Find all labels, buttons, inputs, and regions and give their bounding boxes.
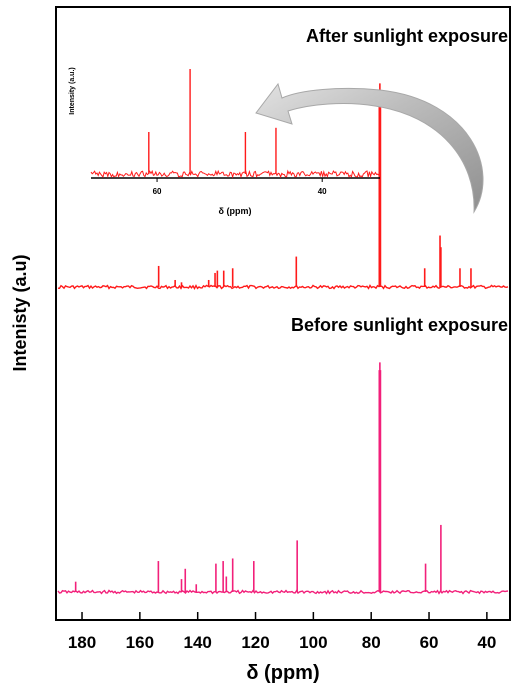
x-tick-label: 80 xyxy=(362,633,381,652)
x-axis-ticks: 180 160 140 120 100 80 60 40 xyxy=(68,612,496,652)
series-baseline xyxy=(57,589,509,595)
inset-spectrum xyxy=(90,69,380,179)
spectra xyxy=(57,83,509,595)
x-axis-label: δ (ppm) xyxy=(246,662,319,684)
x-tick-label: 60 xyxy=(420,633,439,652)
x-tick-label: 100 xyxy=(299,633,327,652)
inset-chart: 60 40 δ (ppm) Intensity (a.u.) xyxy=(69,67,380,216)
curved-arrow-icon xyxy=(255,82,484,214)
inset-x-ticks: 60 40 xyxy=(153,178,327,196)
inset-x-tick-label: 60 xyxy=(153,187,162,196)
x-tick-label: 120 xyxy=(241,633,269,652)
x-tick-label: 180 xyxy=(68,633,96,652)
series-label-after: After sunlight exposure xyxy=(306,26,508,46)
x-tick-label: 40 xyxy=(477,633,496,652)
x-tick-label: 140 xyxy=(184,633,212,652)
series-label-before: Before sunlight exposure xyxy=(291,315,508,335)
inset-y-axis-label: Intensity (a.u.) xyxy=(69,67,76,114)
inset-x-axis-label: δ (ppm) xyxy=(219,206,252,216)
series-baseline xyxy=(57,284,509,290)
plot-frame xyxy=(55,6,511,621)
inset-baseline xyxy=(90,169,380,179)
inset-x-tick-label: 40 xyxy=(318,187,327,196)
y-axis-label: Intenisty (a.u) xyxy=(10,254,30,371)
x-tick-label: 160 xyxy=(126,633,154,652)
